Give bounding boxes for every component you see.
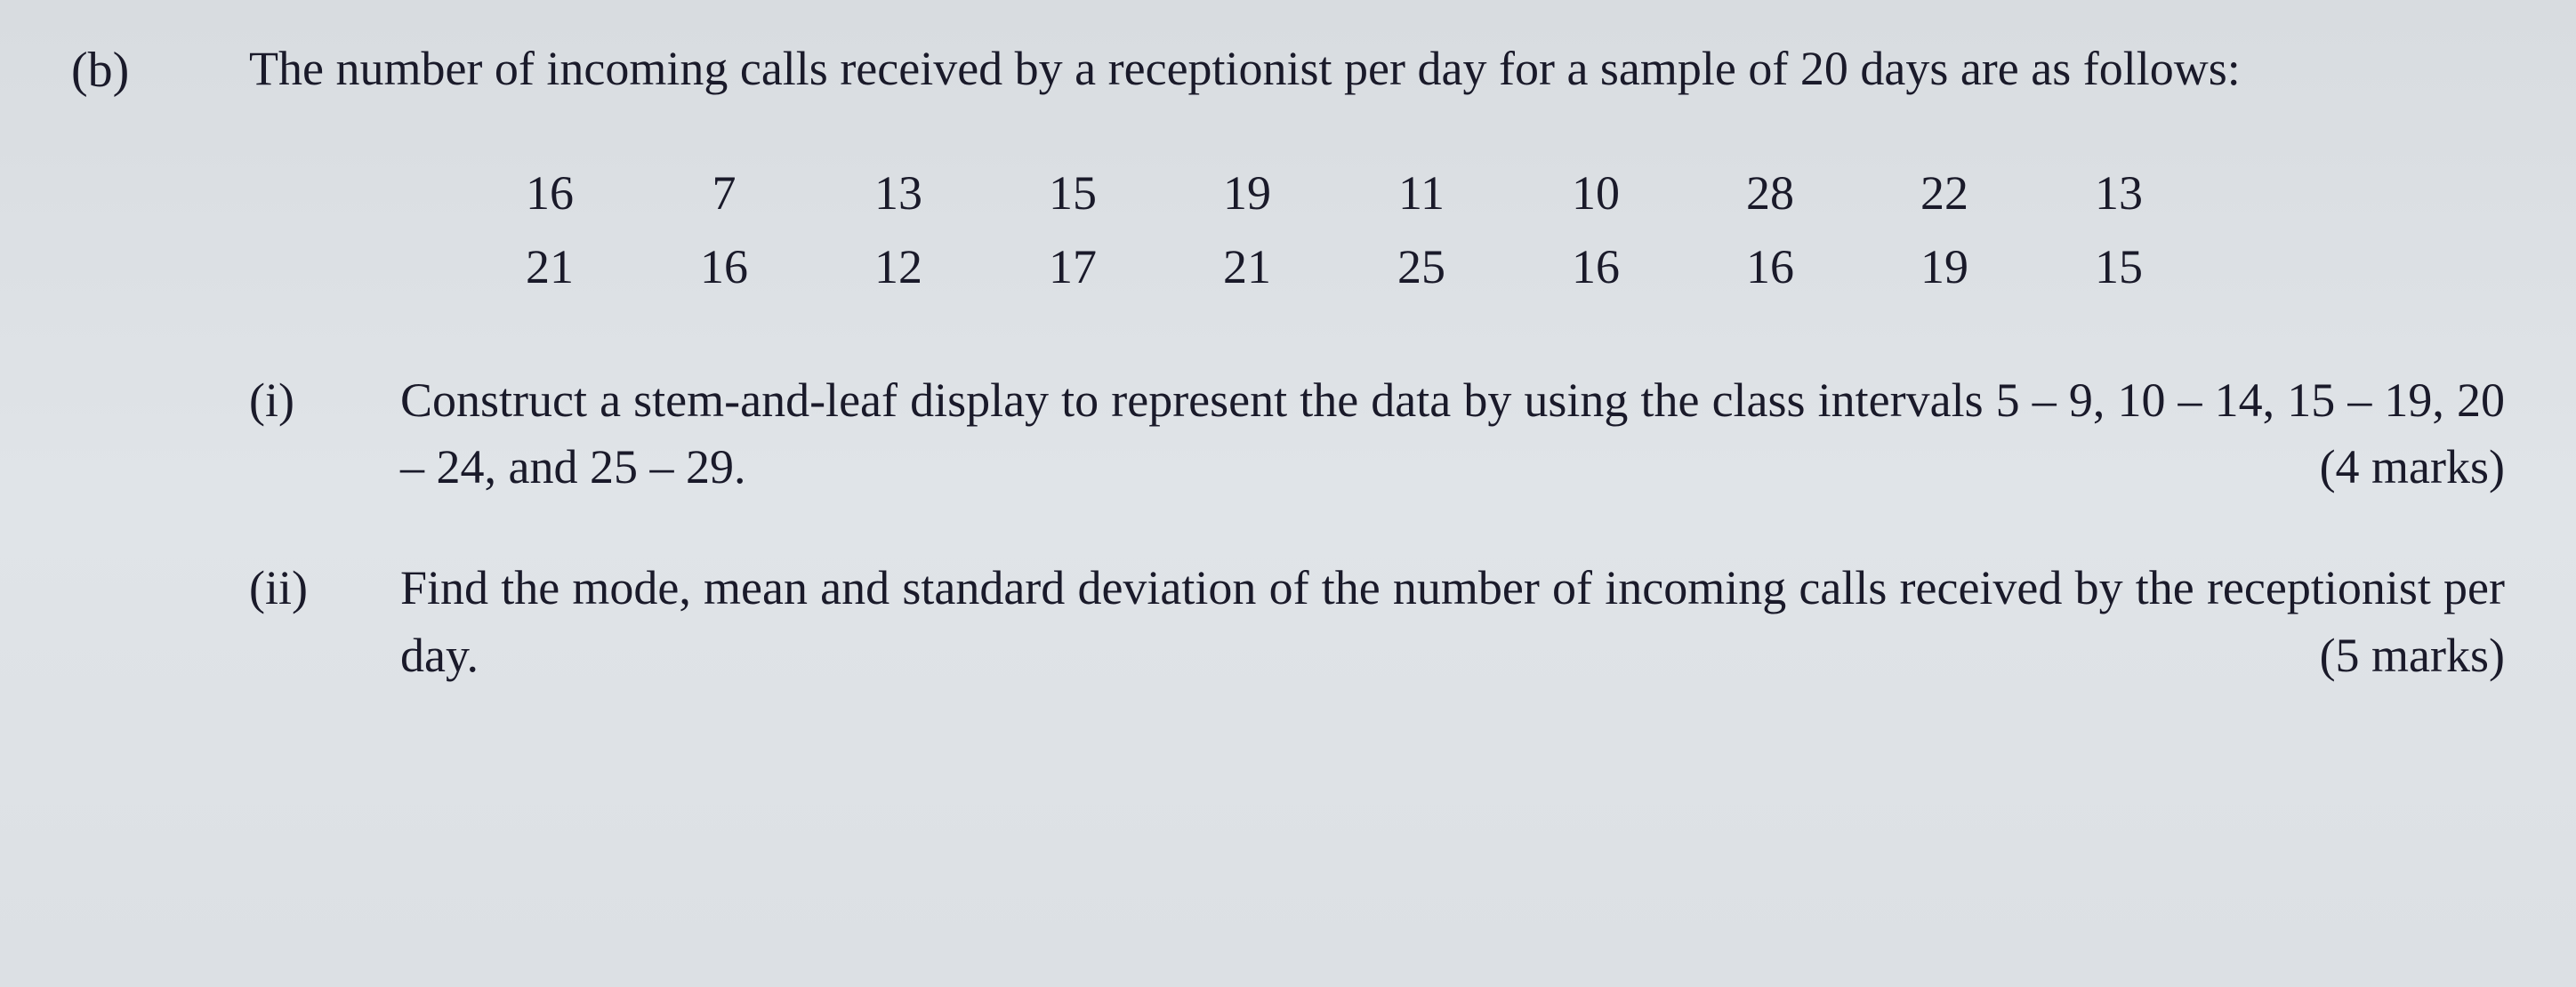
data-cell: 21: [463, 230, 637, 305]
table-row: 21 16 12 17 21 25 16 16 19 15: [463, 230, 2505, 305]
subparts-container: (i) Construct a stem-and-leaf display to…: [249, 367, 2505, 689]
subpart-text: Find the mode, mean and standard deviati…: [400, 555, 2505, 689]
subpart: (ii) Find the mode, mean and standard de…: [249, 555, 2505, 689]
part-label: (b): [71, 36, 178, 689]
subpart-label: (ii): [249, 555, 347, 689]
data-cell: 13: [2032, 156, 2206, 231]
subpart-content: Construct a stem-and-leaf display to rep…: [400, 367, 2505, 502]
data-cell: 16: [1683, 230, 1857, 305]
subpart-label: (i): [249, 367, 347, 502]
data-cell: 10: [1509, 156, 1683, 231]
data-cell: 17: [986, 230, 1160, 305]
data-cell: 15: [2032, 230, 2206, 305]
data-cell: 15: [986, 156, 1160, 231]
marks-label: (5 marks): [2320, 622, 2505, 690]
question-content: The number of incoming calls received by…: [249, 36, 2505, 689]
data-table: 16 7 13 15 19 11 10 28 22 13 21 16 12 17…: [463, 156, 2505, 305]
data-cell: 12: [811, 230, 986, 305]
data-cell: 16: [1509, 230, 1683, 305]
data-cell: 11: [1334, 156, 1509, 231]
subpart-content: Find the mode, mean and standard deviati…: [400, 555, 2505, 689]
data-cell: 25: [1334, 230, 1509, 305]
subpart-body: Find the mode, mean and standard deviati…: [400, 561, 2505, 682]
data-cell: 16: [463, 156, 637, 231]
data-cell: 22: [1857, 156, 2032, 231]
data-cell: 13: [811, 156, 986, 231]
data-cell: 7: [637, 156, 811, 231]
data-cell: 19: [1857, 230, 2032, 305]
table-row: 16 7 13 15 19 11 10 28 22 13: [463, 156, 2505, 231]
data-cell: 16: [637, 230, 811, 305]
question-intro: The number of incoming calls received by…: [249, 36, 2505, 103]
question-container: (b) The number of incoming calls receive…: [71, 36, 2505, 689]
marks-label: (4 marks): [2320, 434, 2505, 502]
data-cell: 28: [1683, 156, 1857, 231]
subpart: (i) Construct a stem-and-leaf display to…: [249, 367, 2505, 502]
data-cell: 19: [1160, 156, 1334, 231]
data-cell: 21: [1160, 230, 1334, 305]
subpart-body: Construct a stem-and-leaf display to rep…: [400, 373, 2505, 494]
subpart-text: Construct a stem-and-leaf display to rep…: [400, 367, 2505, 502]
